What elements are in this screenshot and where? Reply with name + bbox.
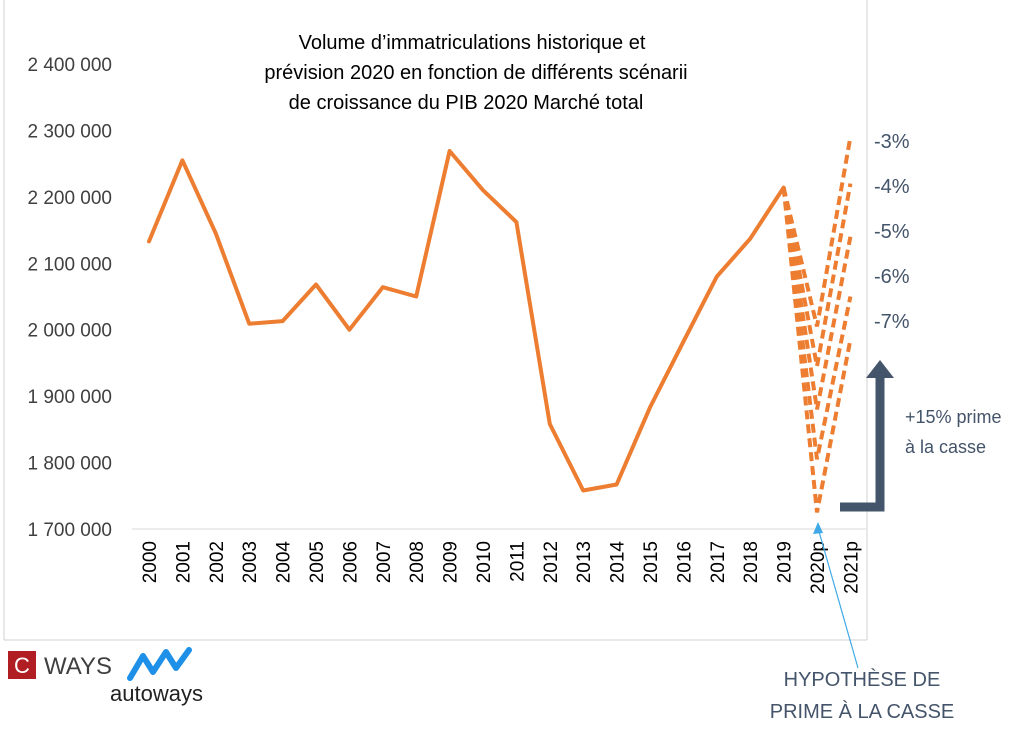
autoways-logo-mark <box>127 647 192 681</box>
y-tick-label: 2 000 000 <box>27 321 112 342</box>
x-axis: 2000 2001 2002 2003 2004 2005 2006 2007 2008 2009… <box>140 541 862 594</box>
cways-logo-text: WAYS <box>44 653 112 680</box>
prime-arrow-head <box>866 360 894 378</box>
x-tick-label: 2018 <box>741 541 762 583</box>
y-tick-label: 1 800 000 <box>27 454 112 475</box>
scenario-line <box>781 187 853 410</box>
y-tick-label: 2 400 000 <box>27 55 112 76</box>
x-tick-label: 2006 <box>340 541 361 583</box>
y-tick-label: 1 700 000 <box>27 520 112 541</box>
x-tick-label: 2015 <box>641 541 662 583</box>
x-tick-label: 2020p <box>808 541 829 594</box>
x-tick-label: 2016 <box>674 541 695 583</box>
x-tick-label: 2009 <box>441 541 462 583</box>
cways-logo-box <box>8 651 36 679</box>
chart-title-line-3: de croissance du PIB 2020 Marché total <box>289 92 644 114</box>
y-axis: 1 700 000 1 800 000 1 900 000 2 000 000 2 10… <box>27 55 112 541</box>
scenario-label: -5% <box>874 221 910 243</box>
hypothesis-line-1: HYPOTHÈSE DE <box>784 668 941 691</box>
scenario-label: -4% <box>874 176 910 198</box>
scenario-labels: -3% -4% -5% -6% -7% <box>874 131 910 333</box>
y-tick-label: 2 100 000 <box>27 254 112 275</box>
chart-title-line-1: Volume d’immatriculations historique et <box>299 32 646 54</box>
hypothesis-pointer-head <box>813 522 823 534</box>
x-tick-label: 2002 <box>207 541 228 583</box>
x-tick-label: 2005 <box>307 541 328 583</box>
y-tick-label: 2 200 000 <box>27 188 112 209</box>
hypothesis-pointer-line <box>817 527 859 669</box>
cways-logo: C WAYS <box>8 651 112 680</box>
hypothesis-line-2: PRIME À LA CASSE <box>770 700 955 723</box>
x-tick-label: 2001 <box>173 541 194 583</box>
series-line-historical <box>147 149 786 493</box>
x-tick-label: 2000 <box>140 541 161 583</box>
prime-arrow <box>840 360 894 512</box>
scenario-label: -3% <box>874 131 910 153</box>
y-tick-label: 1 900 000 <box>27 387 112 408</box>
x-tick-label: 2013 <box>574 541 595 583</box>
x-tick-label: 2017 <box>708 541 729 583</box>
scenario-label: -7% <box>874 311 910 333</box>
x-tick-label: 2003 <box>240 541 261 583</box>
prime-note-line-2: à la casse <box>905 437 986 457</box>
x-tick-label: 2004 <box>274 541 295 584</box>
x-tick-label: 2012 <box>541 541 562 583</box>
autoways-logo: autoways <box>110 647 203 706</box>
chart-title-line-2: prévision 2020 en fonction de différents… <box>264 62 687 84</box>
x-tick-label: 2007 <box>374 541 395 583</box>
prime-note-line-1: +15% prime <box>905 407 1002 427</box>
series-lines <box>147 136 853 513</box>
x-tick-label: 2019 <box>775 541 796 583</box>
x-tick-label: 2014 <box>608 541 629 584</box>
y-tick-label: 2 300 000 <box>27 121 112 142</box>
scenario-line <box>781 183 853 367</box>
x-tick-label: 2021p <box>841 541 862 594</box>
scenario-line <box>781 187 853 513</box>
scenario-label: -6% <box>874 266 910 288</box>
x-tick-label: 2011 <box>507 541 528 582</box>
x-tick-label: 2008 <box>407 541 428 583</box>
prime-arrow-shape <box>840 374 885 512</box>
scenario-line <box>781 136 853 327</box>
x-tick-label: 2010 <box>474 541 495 583</box>
autoways-logo-text: autoways <box>110 681 203 706</box>
cways-logo-letter: C <box>14 653 30 678</box>
